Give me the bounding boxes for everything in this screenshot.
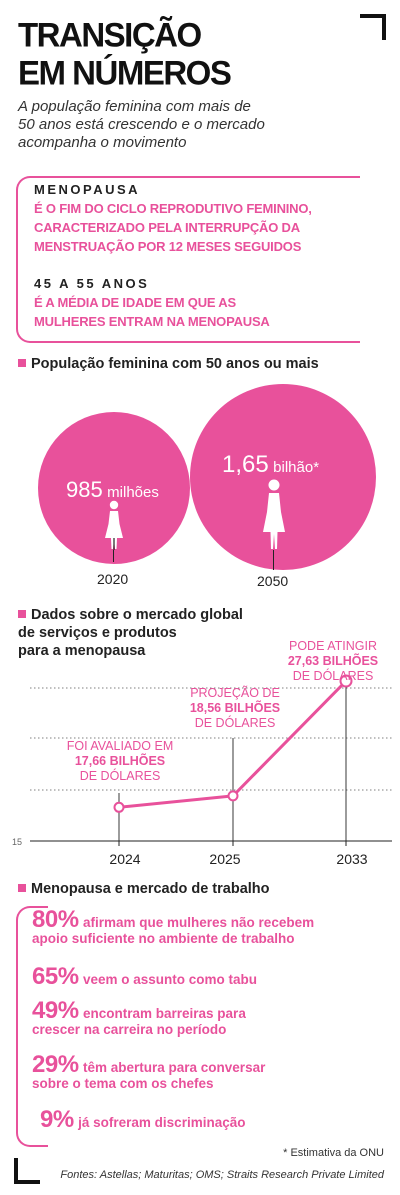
definition-text-age: É A MÉDIA DE IDADE EM QUE AS MULHERES EN…	[34, 293, 374, 331]
subtitle-line-1: A população feminina com mais de	[18, 98, 251, 115]
population-heading: População feminina com 50 anos ou mais	[18, 355, 319, 373]
callout-2024-line-1: FOI AVALIADO EM	[66, 739, 174, 753]
stat-text-line-2: sobre o tema com os chefes	[32, 1076, 214, 1091]
stat-text-line-1: têm abertura para conversar	[83, 1060, 266, 1075]
stat-text-line-1: já sofreram discriminação	[78, 1115, 246, 1130]
subtitle-line-2: 50 anos está crescendo e o mercado	[18, 116, 265, 133]
def1-line-1: É O FIM DO CICLO REPRODUTIVO FEMININO,	[34, 201, 312, 216]
definition-term-menopausa: MENOPAUSA	[34, 182, 141, 197]
x-tick-label-2024: 2024	[109, 851, 140, 867]
callout-2033: PODE ATINGIR 27,63 BILHÕES DE DÓLARES	[268, 639, 398, 684]
callout-2024-line-3: DE DÓLARES	[79, 769, 161, 783]
title-line-2: EM NÚMEROS	[18, 52, 232, 92]
stat-percent: 9%	[40, 1106, 74, 1133]
tick-line-2020	[113, 550, 114, 562]
stat-row-29: 29% têm abertura para conversar sobre o …	[32, 1051, 382, 1091]
x-tick-label-2033: 2033	[336, 851, 367, 867]
market-heading: Dados sobre o mercado global de serviços…	[18, 606, 318, 660]
def1-line-3: MENSTRUAÇÃO POR 12 MESES SEGUIDOS	[34, 239, 302, 254]
work-heading-text: Menopausa e mercado de trabalho	[31, 881, 270, 897]
callout-2024-value: 17,66 BILHÕES	[74, 754, 166, 768]
callout-2025-value: 18,56 BILHÕES	[189, 701, 281, 715]
population-year-2020: 2020	[97, 571, 129, 587]
population-number-2020: 985	[66, 477, 103, 502]
definition-text-menopausa: É O FIM DO CICLO REPRODUTIVO FEMININO, C…	[34, 199, 374, 256]
definition-term-age: 45 A 55 ANOS	[34, 276, 150, 291]
section-bullet-icon	[18, 359, 26, 367]
population-circle-2050	[190, 384, 376, 570]
data-point-2024	[113, 801, 125, 813]
stat-text-line-1: veem o assunto como tabu	[83, 972, 258, 987]
market-line-chart: 15 2024 2025 2033	[12, 674, 392, 867]
work-heading: Menopausa e mercado de trabalho	[18, 880, 270, 898]
work-bracket	[16, 906, 48, 1147]
sources-footer: Fontes: Astellas; Maturitas; OMS; Strait…	[60, 1169, 384, 1181]
stat-percent: 65%	[32, 963, 79, 990]
stat-text-line-1: encontram barreiras para	[83, 1006, 246, 1021]
callout-2025-line-1: PROJEÇÃO DE	[190, 686, 280, 700]
x-tick-label-2025: 2025	[209, 851, 240, 867]
stat-text-line-2: crescer na carreira no período	[32, 1022, 227, 1037]
definition-box	[16, 176, 388, 343]
population-unit-2050: bilhão*	[273, 459, 320, 476]
callout-2025-line-3: DE DÓLARES	[194, 716, 276, 730]
woman-figure-icon	[263, 479, 285, 549]
corner-mark-bottom-left	[14, 1158, 40, 1184]
stat-row-65: 65% veem o assunto como tabu	[32, 963, 382, 991]
section-bullet-icon	[18, 610, 26, 618]
corner-mark-top-right	[360, 14, 386, 40]
callout-2033-value: 27,63 BILHÕES	[287, 654, 379, 668]
stat-percent: 80%	[32, 906, 79, 933]
estimate-note: * Estimativa da ONU	[283, 1147, 384, 1159]
subtitle: A população feminina com mais de 50 anos…	[18, 98, 348, 152]
woman-figure-icon	[105, 500, 123, 550]
stat-percent: 49%	[32, 997, 79, 1024]
population-number-2050: 1,65	[222, 451, 269, 478]
stat-row-49: 49% encontram barreiras para crescer na …	[32, 997, 382, 1037]
page-title: TRANSIÇÃO EM NÚMEROS	[18, 14, 348, 92]
section-bullet-icon	[18, 884, 26, 892]
market-heading-line-2: de serviços e produtos	[18, 625, 177, 641]
def2-line-2: MULHERES ENTRAM NA MENOPAUSA	[34, 314, 270, 329]
stat-row-80: 80% afirmam que mulheres não recebem apo…	[32, 906, 382, 946]
data-point-2033	[339, 674, 353, 688]
stat-percent: 29%	[32, 1051, 79, 1078]
callout-2024: FOI AVALIADO EM 17,66 BILHÕES DE DÓLARES	[55, 739, 185, 784]
subtitle-line-3: acompanha o movimento	[18, 134, 187, 151]
market-heading-line-1: Dados sobre o mercado global	[31, 607, 243, 623]
population-unit-2020: milhões	[107, 484, 159, 501]
callout-2033-line-3: DE DÓLARES	[292, 669, 374, 683]
data-point-2025	[227, 790, 239, 802]
stat-text-line-1: afirmam que mulheres não recebem	[83, 915, 315, 930]
stat-row-9: 9% já sofreram discriminação	[40, 1106, 390, 1134]
y-axis-label: 15	[12, 837, 22, 847]
definition-box-mask	[360, 170, 400, 345]
tick-line-2050	[273, 550, 274, 570]
callout-2025: PROJEÇÃO DE 18,56 BILHÕES DE DÓLARES	[170, 686, 300, 731]
def2-line-1: É A MÉDIA DE IDADE EM QUE AS	[34, 295, 236, 310]
population-value-2020: 985 milhões	[66, 477, 159, 503]
market-heading-line-3: para a menopausa	[18, 643, 146, 659]
def1-line-2: CARACTERIZADO PELA INTERRUPÇÃO DA	[34, 220, 300, 235]
callout-2033-line-1: PODE ATINGIR	[289, 639, 377, 653]
title-line-1: TRANSIÇÃO	[18, 14, 202, 54]
population-heading-text: População feminina com 50 anos ou mais	[31, 356, 319, 372]
population-year-2050: 2050	[257, 573, 289, 589]
stat-text-line-2: apoio suficiente no ambiente de trabalho	[32, 931, 295, 946]
population-value-2050: 1,65 bilhão*	[222, 451, 319, 479]
